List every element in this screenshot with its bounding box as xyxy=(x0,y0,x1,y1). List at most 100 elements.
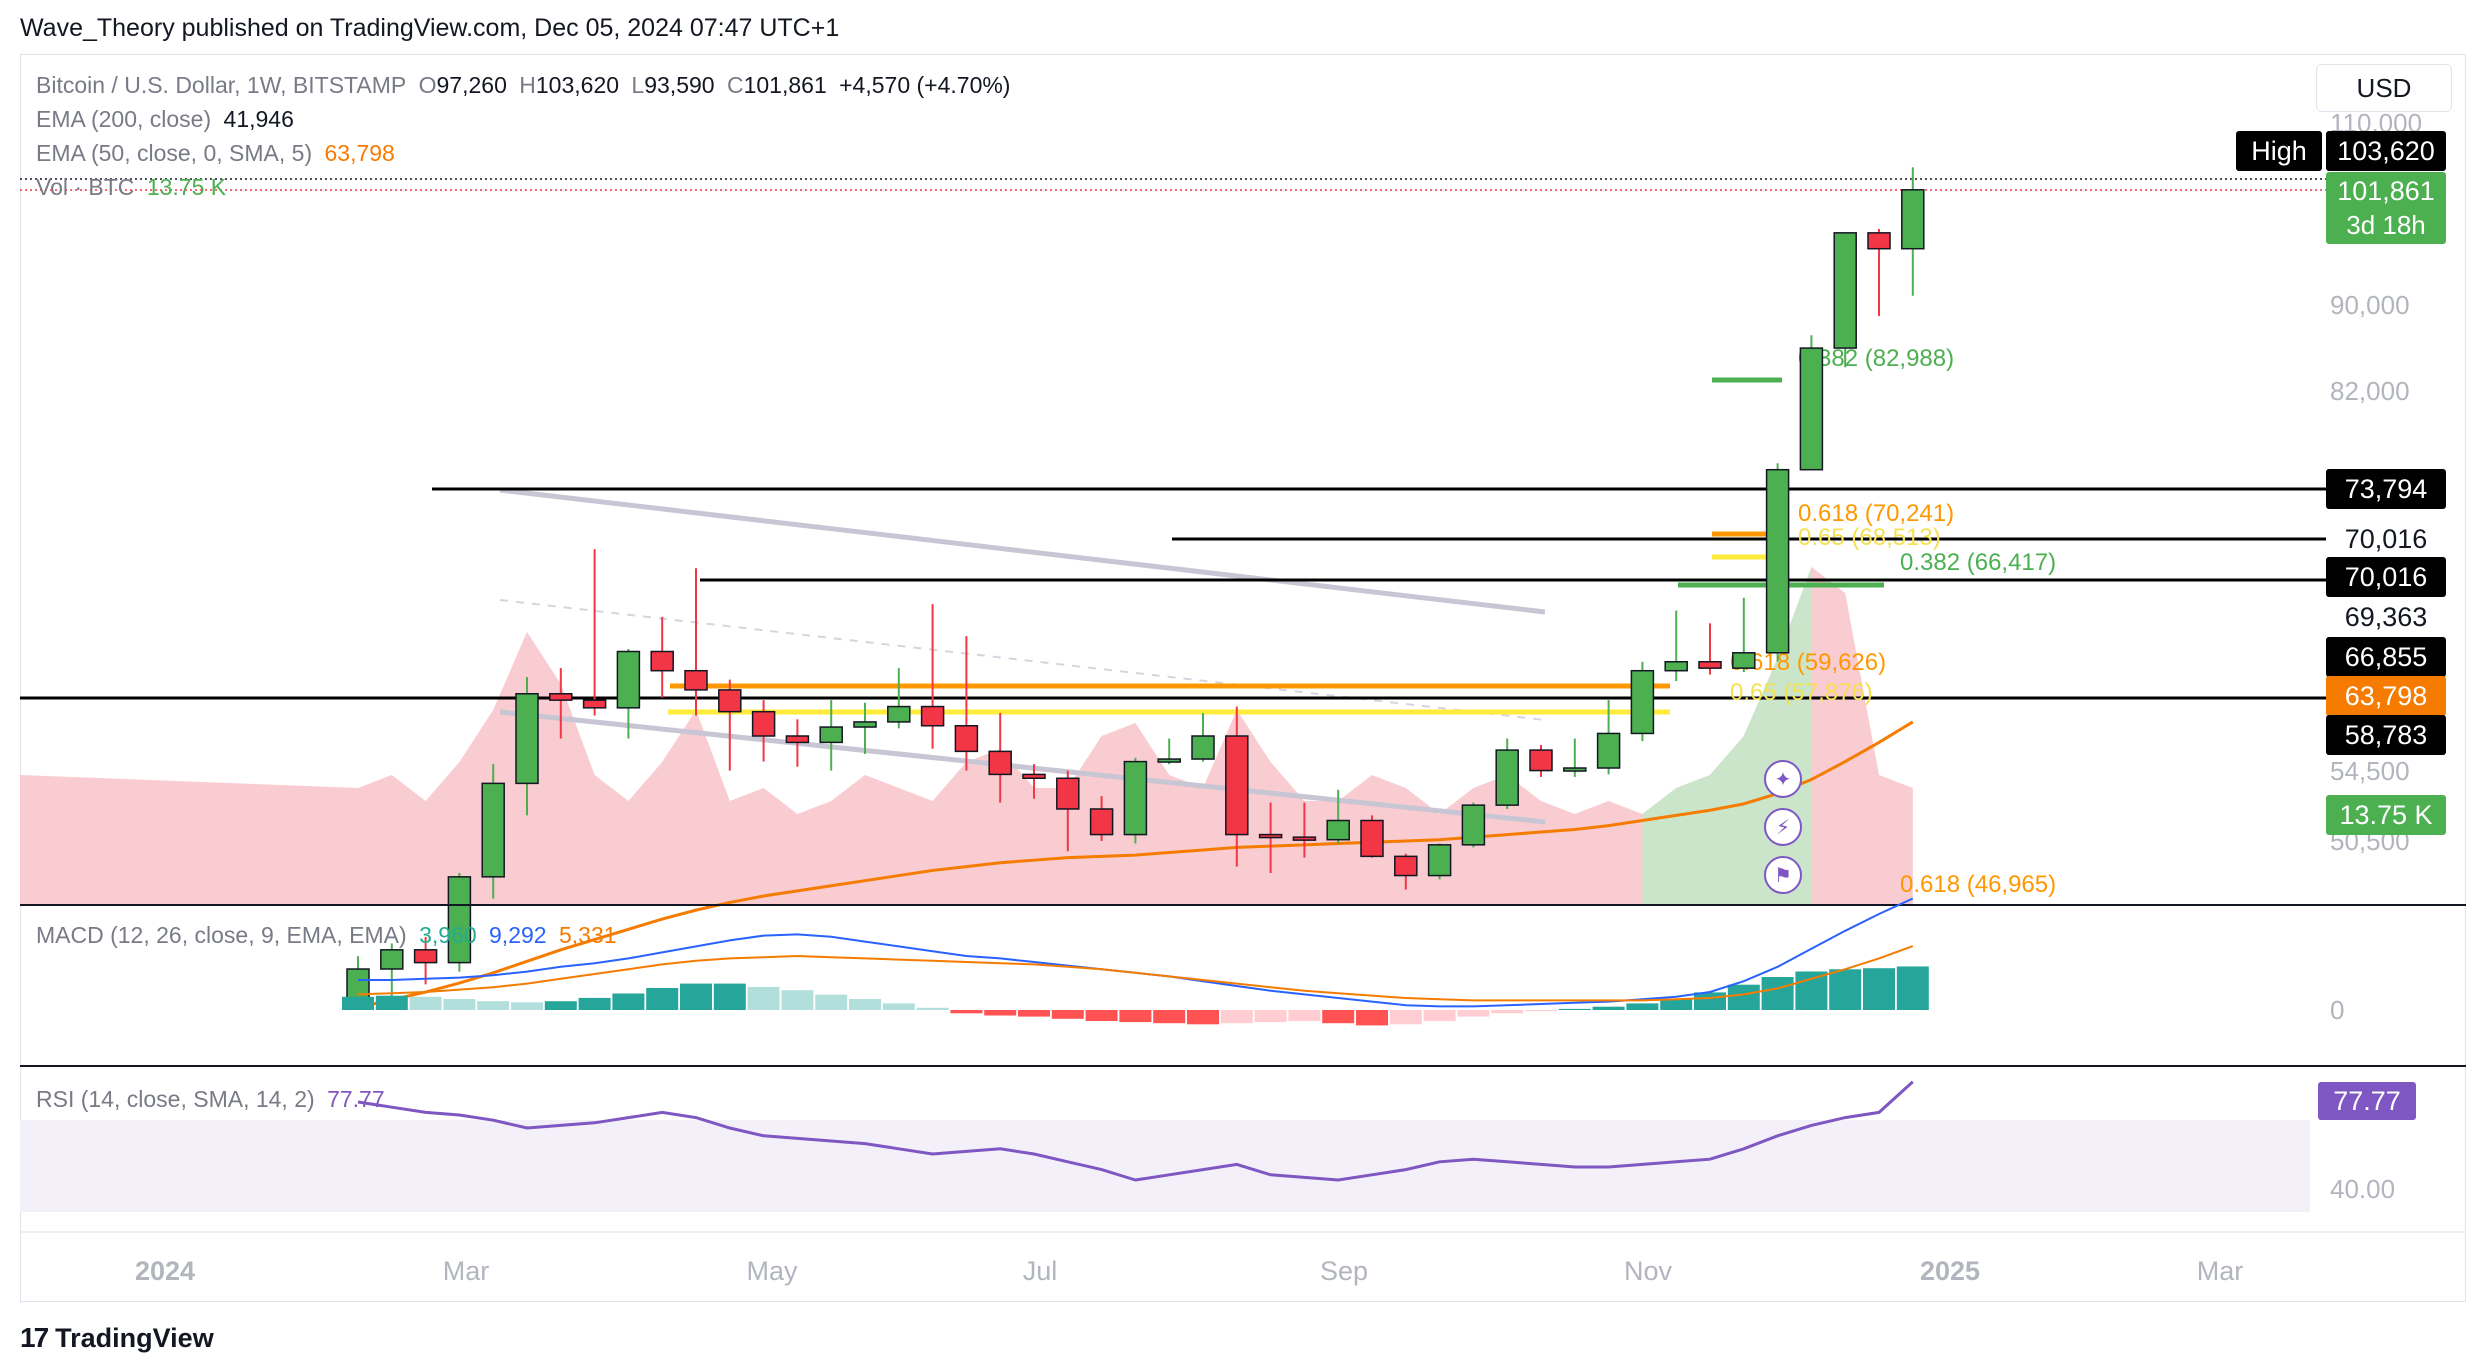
legend-close: 101,861 xyxy=(743,72,827,98)
candle-body xyxy=(1630,669,1655,735)
candle-body xyxy=(684,669,708,691)
price-tag-countdown: 3d 18h xyxy=(2346,210,2426,240)
price-tag-high: 103,620 xyxy=(2337,136,2435,166)
macd-histogram-bar xyxy=(1018,1010,1050,1017)
price-tag-volume-bg xyxy=(2326,795,2446,835)
candle-body xyxy=(1529,749,1553,772)
time-axis-tick: 2025 xyxy=(1920,1256,1980,1286)
brand-logo: 17 TradingView xyxy=(20,1322,214,1354)
candle-body xyxy=(1292,836,1317,841)
candle-body xyxy=(1258,833,1283,839)
legend-change: +4,570 (+4.70%) xyxy=(839,72,1011,98)
candle-body xyxy=(1765,468,1790,654)
macd-histogram-bar xyxy=(1085,1010,1118,1021)
legend-volume-row: Vol · BTC 13.75 K xyxy=(36,174,232,201)
time-axis-tick: Mar xyxy=(443,1256,490,1286)
channel-upper-line xyxy=(499,487,1546,615)
candle-body xyxy=(853,721,877,728)
price-axis-tick: 90,000 xyxy=(2330,290,2410,320)
candle-body xyxy=(887,705,911,723)
macd-histogram-bar xyxy=(1356,1010,1388,1026)
fib-label-0618-46965: 0.618 (46,965) xyxy=(1900,871,2056,898)
high-tag-prefix: High xyxy=(2251,136,2307,166)
price-axis-tick: 82,000 xyxy=(2330,376,2410,406)
brand-name: TradingView xyxy=(55,1322,214,1353)
price-tag-73794-bg xyxy=(2326,469,2446,509)
time-axis-tick: May xyxy=(746,1256,798,1286)
candle-body xyxy=(1833,232,1857,349)
candle-body xyxy=(785,735,810,744)
macd-histogram-bar xyxy=(950,1010,983,1014)
rsi-axis-40: 40.00 xyxy=(2330,1174,2395,1204)
macd-histogram-bar xyxy=(713,983,746,1010)
macd-histogram-bar xyxy=(1119,1010,1152,1023)
macd-histogram-bar xyxy=(1660,999,1693,1010)
macd-line xyxy=(358,897,1914,1008)
macd-histogram-bar xyxy=(1727,984,1760,1010)
macd-histogram-bar xyxy=(375,995,408,1010)
candle-body xyxy=(549,693,573,701)
candle-body xyxy=(447,876,472,964)
rsi-line xyxy=(357,1080,1914,1182)
legend-symbol[interactable]: Bitcoin / U.S. Dollar, 1W, BITSTAMP xyxy=(36,72,407,98)
candle-body xyxy=(988,750,1012,776)
legend-rsi-label[interactable]: RSI (14, close, SMA, 14, 2) xyxy=(36,1086,315,1112)
legend-ema200-value: 41,946 xyxy=(223,106,294,132)
currency-selector[interactable]: USD xyxy=(2316,64,2452,112)
legend-ema50-label[interactable]: EMA (50, close, 0, SMA, 5) xyxy=(36,140,313,166)
candle-body xyxy=(1596,732,1621,769)
price-tag-66855-bg xyxy=(2326,637,2446,677)
candle-body xyxy=(515,693,539,785)
candle-body xyxy=(1799,347,1824,471)
price-tag-70016-bg xyxy=(2326,557,2446,597)
candle-body xyxy=(1563,767,1587,772)
macd-histogram-bar xyxy=(1863,968,1895,1010)
rsi-band xyxy=(20,1120,2310,1212)
macd-histogram-bar xyxy=(477,1001,510,1010)
macd-signal-line xyxy=(357,945,1914,1002)
economic-events-icon[interactable]: ⚑ xyxy=(1764,856,1802,894)
macd-histogram-bar xyxy=(646,988,679,1010)
candle-body xyxy=(1867,232,1891,250)
legend-macd-label[interactable]: MACD (12, 26, close, 9, EMA, EMA) xyxy=(36,922,407,948)
macd-histogram-bar xyxy=(1626,1003,1659,1010)
candle-body xyxy=(1394,855,1418,877)
chart-frame[interactable] xyxy=(20,54,2466,1302)
time-axis-tick: Nov xyxy=(1624,1256,1673,1286)
tradingview-logo-icon: 17 xyxy=(20,1322,49,1353)
macd-histogram-bar xyxy=(1491,1010,1524,1014)
legend-macd-line: 9,292 xyxy=(489,922,547,948)
legend-low: 93,590 xyxy=(644,72,715,98)
legend-ema200-row: EMA (200, close) 41,946 xyxy=(36,106,300,133)
high-tag-bg xyxy=(2236,131,2322,171)
macd-histogram-bar xyxy=(882,1003,915,1010)
fib-label-0618-59626: 0.618 (59,626) xyxy=(1730,649,1886,676)
legend-ema50-value: 63,798 xyxy=(324,140,395,166)
candle-body xyxy=(1225,735,1249,836)
macd-histogram-bar xyxy=(1457,1010,1490,1017)
fib-label-065-57876: 0.65 (57,876) xyxy=(1730,679,1873,706)
time-axis-tick: Mar xyxy=(2197,1256,2244,1286)
rsi-tag: 77.77 xyxy=(2333,1086,2401,1116)
macd-histogram-bar xyxy=(747,986,780,1010)
macd-histogram-bar xyxy=(612,993,645,1010)
rsi-tag-bg xyxy=(2318,1082,2416,1120)
legend-volume-label[interactable]: Vol · BTC xyxy=(36,174,135,200)
price-tag-66855: 66,855 xyxy=(2345,642,2428,672)
macd-histogram-bar xyxy=(1254,1010,1287,1023)
legend-macd-hist: 3,960 xyxy=(419,922,477,948)
fib-label-065-68513: 0.65 (68,513) xyxy=(1798,524,1941,551)
candle-body xyxy=(718,689,742,713)
macd-histogram-bar xyxy=(1288,1010,1321,1021)
macd-histogram-bar xyxy=(1592,1006,1625,1010)
compare-icon[interactable]: ✦ xyxy=(1764,760,1802,798)
legend-ema200-label[interactable]: EMA (200, close) xyxy=(36,106,212,132)
alert-icon[interactable]: ⚡ xyxy=(1764,808,1802,846)
macd-histogram-bar xyxy=(815,994,848,1010)
legend-close-label: C xyxy=(726,72,744,98)
legend-low-label: L xyxy=(631,72,645,98)
fib-label-0382-82988: 0.382 (82,988) xyxy=(1798,345,1954,372)
candle-body xyxy=(1698,660,1722,669)
price-tag-ema50: 63,798 xyxy=(2345,681,2428,711)
